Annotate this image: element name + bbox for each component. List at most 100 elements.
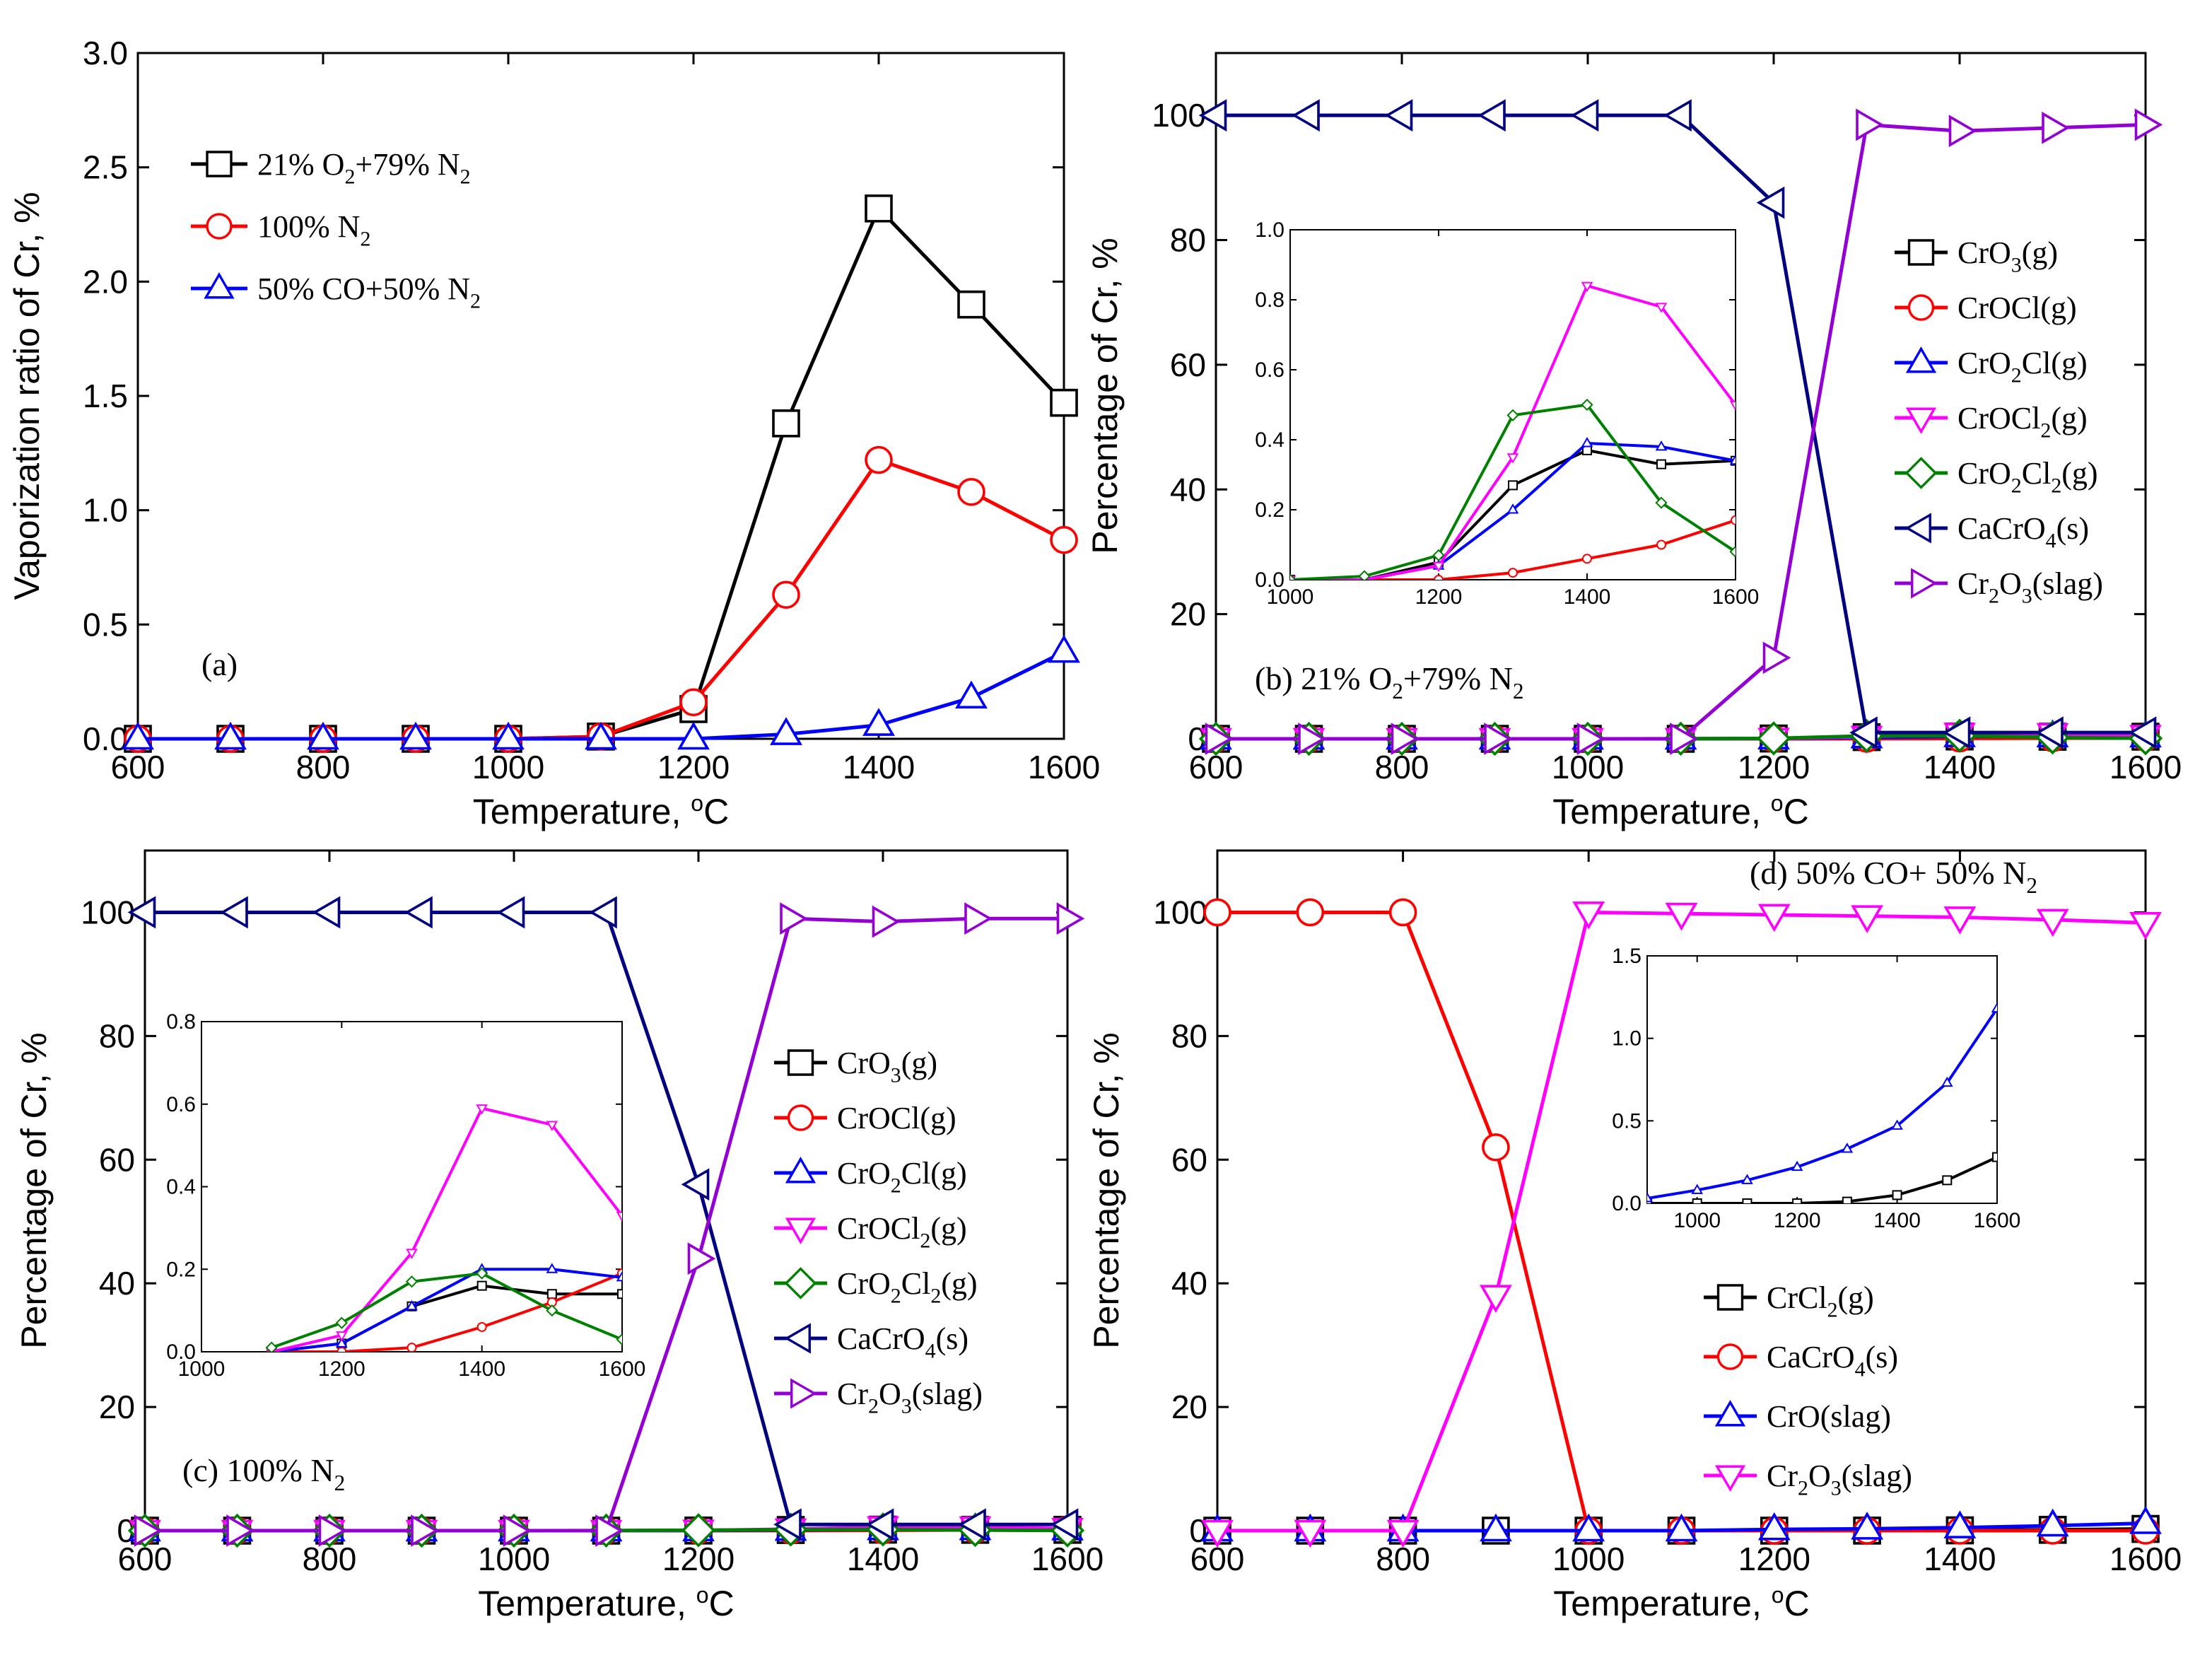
chart-b-series-group xyxy=(1198,99,2163,756)
chart-b-inset-data-point xyxy=(1434,575,1444,580)
chart-a-data-point xyxy=(772,409,800,438)
chart-d-inset-data-point xyxy=(1741,1174,1753,1184)
chart-b-inset-y-tick-label: 0.4 xyxy=(1255,428,1285,452)
chart-b-data-point xyxy=(2134,108,2163,141)
chart-b-inset-data-point xyxy=(1508,480,1518,491)
chart-b-data-point xyxy=(1756,186,1785,219)
chart-c-legend-marker xyxy=(787,1104,814,1131)
label-part: CrO(slag) xyxy=(1767,1399,1891,1434)
chart-c-inset-data-point xyxy=(406,1343,417,1352)
chart-a: 600 800 1000 1200 1400 1600 0.0 0.5 1.0 1.5 2.0 2.5… xyxy=(7,35,1100,831)
chart-c-legend-label: CrOCl(g) xyxy=(837,1101,956,1135)
chart-c-data-point xyxy=(589,896,617,929)
label-part: CaCrO xyxy=(1767,1340,1855,1374)
chart-c-inset-x-tick-label: 1000 xyxy=(178,1357,226,1381)
chart-a-series-group xyxy=(122,194,1080,753)
label-subscript: 2 xyxy=(1798,1476,1808,1500)
chart-b-data-point xyxy=(1942,716,1971,749)
chart-a-series-line xyxy=(138,458,1065,741)
chart-b-data-point xyxy=(2128,716,2157,749)
x-axis-label-part: Temperature, xyxy=(473,792,691,831)
chart-d-y-tick-label: 100 xyxy=(1153,894,1207,930)
chart-b-panel-label: (b) 21% O2​+79% N2​ xyxy=(1255,660,1523,703)
chart-b-inset: 1000 1200 1400 1600 0.0 0.2 0.4 0.6 0.8 1.0 xyxy=(1255,218,1759,609)
chart-c-y-tick-label: 20 xyxy=(99,1389,135,1425)
chart-d-data-point xyxy=(1296,898,1325,927)
chart-c-inset-x-tick-label: 1600 xyxy=(599,1357,646,1381)
chart-a-data-point xyxy=(679,688,708,717)
chart-c-data-point xyxy=(865,1508,894,1541)
chart-b-inset-data-point xyxy=(1655,496,1668,509)
chart-b-inset-data-point xyxy=(1506,503,1519,514)
chart-c-legend-label: CaCrO4​(s) xyxy=(837,1321,969,1362)
chart-c-data-point xyxy=(220,896,248,929)
chart-a-y-axis-label: Vaporization ratio of Cr, % xyxy=(7,192,47,600)
chart-c-inset-y-tick-label: 0.8 xyxy=(166,1010,196,1034)
label-part: O xyxy=(879,1377,901,1411)
chart-b-data-point xyxy=(1856,108,1884,141)
chart-c-inset-y-tick-label: 0.4 xyxy=(166,1176,196,1199)
chart-d-legend-label: CaCrO4​(s) xyxy=(1767,1340,1898,1381)
chart-d-inset-data-point xyxy=(1941,1076,1953,1087)
chart-c-legend-marker xyxy=(787,1049,814,1076)
chart-b-legend-marker xyxy=(1907,239,1935,266)
chart-c-data-point xyxy=(404,896,433,929)
chart-c-inset: 1000 1200 1400 1600 0.0 0.2 0.4 0.6 0.8 xyxy=(166,1010,645,1381)
chart-d-inset-data-point xyxy=(1842,1196,1852,1203)
label-part: Cr xyxy=(1958,566,1989,601)
chart-a-data-point xyxy=(1050,388,1078,417)
chart-b-inset-data-point xyxy=(1506,453,1519,464)
chart-d-data-point xyxy=(1665,1513,1698,1542)
chart-d-inset-series-group xyxy=(1647,1002,1997,1203)
x-axis-label-part: C xyxy=(709,1584,735,1623)
chart-c-inset-data-point xyxy=(476,1267,488,1280)
chart-d-legend-marker xyxy=(1714,1465,1746,1492)
chart-c-data-point xyxy=(312,896,341,929)
chart-d-y-tick-label: 40 xyxy=(1171,1265,1207,1302)
chart-b-inset-data-point xyxy=(1581,437,1593,448)
chart-a-data-point xyxy=(307,721,339,750)
label-part: (c) 100% N xyxy=(182,1452,334,1488)
label-part: (slag) xyxy=(1842,1459,1912,1493)
chart-c-inset-data-point xyxy=(546,1289,557,1299)
x-axis-label-part: Temperature, xyxy=(1552,792,1770,831)
chart-c-x-tick-label: 1400 xyxy=(847,1541,919,1577)
label-subscript: 2 xyxy=(2011,474,2022,497)
chart-b-data-point xyxy=(1205,723,1234,755)
chart-a-panel-label: (a) xyxy=(201,646,238,682)
chart-b-inset-data-point xyxy=(1731,515,1736,525)
chart-d-data-point xyxy=(1757,904,1791,933)
chart-d-inset-y-tick-label: 0.0 xyxy=(1612,1192,1642,1215)
x-axis-label-degree: o xyxy=(696,1582,709,1608)
chart-d-inset-y-tick-label: 1.0 xyxy=(1612,1027,1642,1051)
chart-a-y-tick-label: 1.5 xyxy=(83,378,128,414)
chart-c-data-point xyxy=(780,902,808,935)
label-part: Cl(g) xyxy=(2022,346,2088,380)
chart-a-x-tick-label: 1000 xyxy=(472,749,544,785)
chart-b-legend-label: CaCrO4​(s) xyxy=(1958,511,2089,552)
chart-d-y-tick-label: 80 xyxy=(1171,1017,1207,1054)
chart-b-legend-label: CrOCl(g) xyxy=(1958,291,2077,325)
chart-b-inset-data-point xyxy=(1432,561,1445,573)
chart-d-data-point xyxy=(1388,898,1417,927)
chart-b-y-axis-label: Percentage of Cr, % xyxy=(1085,238,1125,554)
chart-a-data-point xyxy=(677,721,710,750)
chart-d-data-point xyxy=(1479,1513,1512,1542)
chart-d-data-point xyxy=(2129,1506,2162,1534)
label-subscript: 2 xyxy=(1392,679,1403,703)
chart-a-data-point xyxy=(585,721,617,750)
label-part: (slag) xyxy=(912,1377,983,1411)
label-part: (g) xyxy=(901,1046,937,1080)
chart-d-data-point xyxy=(1294,1519,1327,1548)
chart-d-inset-data-point xyxy=(1991,1002,1997,1013)
x-axis-label-degree: o xyxy=(1771,790,1784,816)
chart-b-inset-data-point xyxy=(1729,545,1736,559)
chart-c-data-point xyxy=(134,1514,163,1547)
label-part: (g) xyxy=(930,1211,966,1246)
chart-c-legend-label: CrO3​(g) xyxy=(837,1046,937,1087)
chart-d-x-tick-label: 1600 xyxy=(2109,1541,2182,1577)
chart-a-data-point xyxy=(957,477,985,506)
chart-b-y-tick-label: 100 xyxy=(1152,97,1206,134)
chart-d-inset-y-tick-label: 1.5 xyxy=(1612,945,1642,968)
chart-b-data-point xyxy=(1756,721,1791,756)
